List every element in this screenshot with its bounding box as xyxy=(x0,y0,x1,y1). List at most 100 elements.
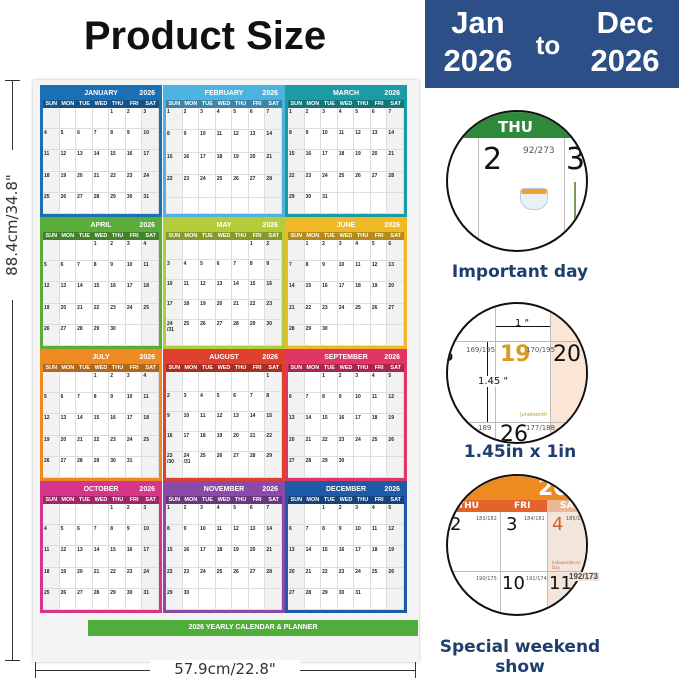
day-cell: 16 xyxy=(321,282,338,304)
day-cell: 4 xyxy=(142,372,159,394)
cell-size-label: 1.45in x 1in xyxy=(463,442,577,462)
day-cell: 23 /30 xyxy=(166,452,183,478)
day-cell: 28 xyxy=(92,588,110,610)
month-grid: 1 2 3 4 5 6 7 8 9 10 11 12 13 14 15 16 17 18 19 20 21 22 23 24 2… xyxy=(288,504,404,610)
day-cell: 9 xyxy=(337,393,355,415)
day-cell: 1 xyxy=(321,372,338,394)
day-cell: 11 xyxy=(182,280,200,300)
flower-icon xyxy=(574,182,576,222)
day-cell: 15 xyxy=(109,150,126,172)
day-cell: 21 xyxy=(304,435,322,457)
day-cell xyxy=(199,588,216,610)
day-cell: 4 xyxy=(370,372,388,394)
day-cell: 4 xyxy=(370,504,388,526)
day-cell: 27 xyxy=(370,171,388,193)
day-cell: 3 xyxy=(182,392,200,412)
day-cell: 2 xyxy=(109,240,126,262)
day-cell: 11 xyxy=(370,525,388,547)
width-mark: 1 " xyxy=(515,318,530,329)
day-cell: 15 xyxy=(92,414,110,436)
day-cell: 28 xyxy=(288,324,305,346)
day-cell: 6 xyxy=(288,525,305,547)
day-cell: 19 xyxy=(199,300,216,320)
month-year: 2026 xyxy=(139,90,155,97)
day-cell: 19 xyxy=(215,432,233,452)
day-cell: 10 xyxy=(321,129,338,151)
day-cell: 26 xyxy=(387,435,404,457)
day-cell: 24 xyxy=(199,175,216,198)
month-grid: 1 2 3 4 5 6 7 8 9 10 11 12 13 14 15 16 17 18 19 20 21 22 23 24 2… xyxy=(288,108,404,214)
day-cell: 24 xyxy=(199,567,216,589)
day-cell: 14 xyxy=(92,546,110,568)
weekday-wed: WED xyxy=(94,365,108,371)
day-cell xyxy=(387,456,404,478)
day-cell: 6 xyxy=(248,108,266,131)
month-june: JUNE 2026 SUN MON TUE WED THU FRI SAT 1 2 3 4 5 6 7 8 9 10… xyxy=(285,217,407,349)
day-cell: 22 xyxy=(304,303,322,325)
day-cell: 21 xyxy=(265,546,282,568)
day-cell xyxy=(76,372,93,394)
day-cell xyxy=(265,588,282,610)
day-cell: 13 xyxy=(288,414,305,436)
day-cell: 7 xyxy=(304,393,322,415)
weekday-thu: THU xyxy=(234,365,247,371)
weekday-sat: SAT xyxy=(145,101,156,107)
day-cell: 18 xyxy=(43,567,60,589)
weekday-sat: SAT xyxy=(145,365,156,371)
weekday-wed: WED xyxy=(217,233,231,239)
day-cell: 4 xyxy=(182,260,200,280)
day-4: 4 xyxy=(552,514,564,535)
day-cell: 30 xyxy=(109,456,126,478)
count-11: 192/173 xyxy=(568,572,599,581)
day-cell: 3 xyxy=(199,504,216,526)
day-cell: 6 xyxy=(387,240,404,262)
day-cell: 21 xyxy=(92,567,110,589)
weekday-fri: FRI xyxy=(374,497,384,503)
day-cell: 2 xyxy=(125,108,143,130)
day-cell: 1 xyxy=(166,108,183,131)
day-cell xyxy=(43,504,60,526)
month-december: DECEMBER 2026 SUN MON TUE WED THU FRI SAT 1 2 3 4 5 6 7… xyxy=(285,481,407,613)
day-cell: 18 xyxy=(215,546,233,568)
weekday-wed: WED xyxy=(217,101,231,107)
count-9: 190/175 xyxy=(476,576,497,582)
day-cell: 24 xyxy=(125,435,143,457)
day-cell xyxy=(182,197,200,214)
weekday-thu: THU xyxy=(356,365,369,371)
day-cell: 9 xyxy=(166,412,183,432)
day-cell: 6 xyxy=(76,129,93,151)
day-cell xyxy=(387,324,404,346)
day-cell: 16 xyxy=(304,150,322,172)
day-cell: 8 xyxy=(109,129,126,151)
day-cell: 24 xyxy=(354,435,371,457)
day-cell: 13 xyxy=(215,280,233,300)
day-cell: 6 xyxy=(370,108,388,130)
day-cell: 6 xyxy=(76,525,93,547)
day-cell: 29 xyxy=(304,324,322,346)
month-year: 2026 xyxy=(262,486,278,493)
to-year: 2026 xyxy=(590,43,660,78)
day-cell: 22 xyxy=(109,171,126,193)
header-sat: SAT xyxy=(560,501,579,511)
weekday-tue: TUE xyxy=(201,365,213,371)
weekday-fri: FRI xyxy=(252,497,262,503)
day-cell: 11 xyxy=(43,546,60,568)
weekday-fri: FRI xyxy=(374,233,384,239)
month-year: 2026 xyxy=(139,486,155,493)
weekday-row: SUN MON TUE WED THU FRI SAT xyxy=(43,496,159,504)
day-cell: 22 xyxy=(321,567,338,589)
day-cell xyxy=(125,324,143,346)
weekday-wed: WED xyxy=(94,101,108,107)
day-cell: 22 xyxy=(166,567,183,589)
count-4: 185/180 xyxy=(566,516,587,522)
day-cell: 25 xyxy=(370,435,388,457)
day-cell: 14 xyxy=(232,280,249,300)
weekday-thu: THU xyxy=(234,497,247,503)
month-grid: 1 2 3 4 5 6 7 8 9 10 11 12 13 14 15 16 17 18 19 20 21 22 23 24 2… xyxy=(166,504,282,610)
day-cell: 20 xyxy=(387,282,404,304)
day-cell xyxy=(387,588,404,610)
day-cell: 25 xyxy=(215,567,233,589)
weekday-mon: MON xyxy=(61,497,75,503)
day-cell: 23 xyxy=(321,303,338,325)
day-cell: 3 xyxy=(142,108,159,130)
